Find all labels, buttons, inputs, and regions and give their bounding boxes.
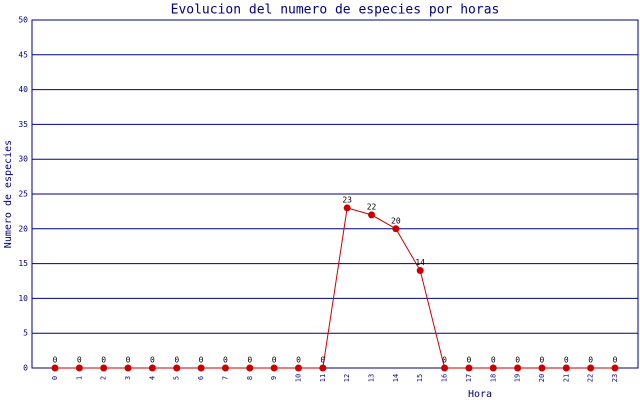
data-label: 0 [491, 356, 496, 365]
x-tick-label: 0 [51, 376, 59, 380]
point [319, 364, 327, 372]
x-tick-label: 22 [587, 374, 595, 382]
y-tick-label: 5 [23, 329, 28, 338]
y-tick-label: 35 [18, 120, 28, 129]
data-label: 0 [126, 356, 131, 365]
x-tick-label: 11 [319, 374, 327, 382]
point [611, 364, 619, 372]
point [416, 267, 424, 275]
data-label: 0 [101, 356, 106, 365]
data-label: 22 [367, 202, 377, 211]
point [173, 364, 181, 372]
data-label: 0 [247, 356, 252, 365]
x-tick-label: 2 [100, 376, 108, 380]
data-label: 0 [515, 356, 520, 365]
y-tick-label: 25 [18, 190, 28, 199]
point [148, 364, 156, 372]
point [197, 364, 205, 372]
y-tick-label: 10 [18, 294, 28, 303]
x-tick-label: 14 [392, 374, 400, 382]
point [489, 364, 497, 372]
point [465, 364, 473, 372]
point [562, 364, 570, 372]
x-tick-label: 15 [416, 374, 424, 382]
x-tick-label: 7 [221, 376, 229, 380]
data-label: 0 [150, 356, 155, 365]
y-tick-label: 20 [18, 224, 28, 233]
line [55, 207, 615, 369]
x-tick-label: 21 [562, 374, 570, 382]
point [392, 225, 400, 233]
x-tick-label: 23 [611, 374, 619, 382]
chart-title: Evolucion del numero de especies por hor… [171, 3, 500, 18]
point [514, 364, 522, 372]
x-tick-label: 9 [270, 376, 278, 380]
point [246, 364, 254, 372]
point [270, 364, 278, 372]
data-label: 0 [53, 356, 58, 365]
data-label: 0 [223, 356, 228, 365]
y-tick-label: 50 [18, 16, 28, 25]
x-tick-label: 13 [368, 374, 376, 382]
y-tick-label: 40 [18, 85, 28, 94]
y-axis-title: Numero de especies [3, 140, 14, 248]
x-tick-label: 10 [294, 374, 302, 382]
point [221, 364, 229, 372]
data-label: 0 [174, 356, 179, 365]
x-tick-label: 3 [124, 376, 132, 380]
x-tick-label: 17 [465, 374, 473, 382]
point [124, 364, 132, 372]
data-label: 0 [272, 356, 277, 365]
x-tick-label: 1 [75, 376, 83, 380]
x-axis-title: Hora [468, 389, 492, 400]
point [51, 364, 59, 372]
point [343, 204, 351, 212]
point [441, 364, 449, 372]
x-tick-label: 6 [197, 376, 205, 380]
data-label: 0 [540, 356, 545, 365]
data-label: 0 [442, 356, 447, 365]
data-label: 0 [564, 356, 569, 365]
x-tick-label: 20 [538, 374, 546, 382]
x-tick-label: 16 [441, 374, 449, 382]
data-label: 20 [391, 216, 401, 225]
point [75, 364, 83, 372]
x-tick-label: 18 [489, 374, 497, 382]
x-tick-label: 5 [173, 376, 181, 380]
data-label: 0 [613, 356, 618, 365]
x-tick-label: 8 [246, 376, 254, 380]
point [587, 364, 595, 372]
data-label: 0 [320, 356, 325, 365]
x-tick-label: 19 [514, 374, 522, 382]
point [100, 364, 108, 372]
point [294, 364, 302, 372]
data-label: 0 [77, 356, 82, 365]
point [368, 211, 376, 219]
y-tick-label: 0 [23, 364, 28, 373]
data-label: 14 [415, 258, 425, 267]
y-tick-label: 30 [18, 155, 28, 164]
y-tick-label: 45 [18, 50, 28, 59]
data-label: 0 [199, 356, 204, 365]
y-tick-label: 15 [18, 259, 28, 268]
x-tick-label: 12 [343, 374, 351, 382]
data-label: 0 [466, 356, 471, 365]
data-label: 0 [588, 356, 593, 365]
data-label: 0 [296, 356, 301, 365]
data-label: 23 [342, 195, 352, 204]
x-tick-label: 4 [148, 376, 156, 380]
point [538, 364, 546, 372]
